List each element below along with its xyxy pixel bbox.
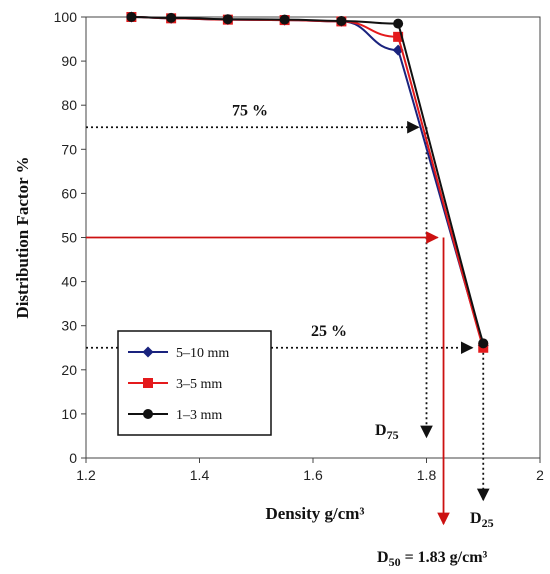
label-75-percent: 75 % bbox=[232, 102, 268, 119]
legend-label: 1–3 mm bbox=[176, 408, 222, 423]
axes: 0 10 20 30 40 50 60 70 80 90 100 1.2 1.4 1.6 1.8 2 Densi… bbox=[13, 9, 544, 523]
y-tick-label: 50 bbox=[61, 230, 77, 246]
series-circle bbox=[126, 12, 489, 349]
label-d50: D50 = 1.83 g/cm³ bbox=[377, 549, 488, 569]
y-tick-label: 80 bbox=[61, 97, 77, 113]
y-tick-label: 60 bbox=[61, 185, 77, 201]
series-line bbox=[131, 16, 485, 344]
data-point bbox=[478, 338, 489, 349]
legend-entry: 1–3 mm bbox=[128, 408, 222, 423]
data-point bbox=[279, 14, 290, 25]
series-group bbox=[125, 11, 489, 353]
y-tick-label: 0 bbox=[69, 450, 77, 466]
label-d50-suffix: = 1.83 g/cm³ bbox=[401, 549, 488, 566]
data-point bbox=[142, 346, 154, 358]
label-25-percent: 25 % bbox=[311, 323, 347, 340]
label-d25-prefix: D bbox=[470, 510, 482, 527]
guide-lines bbox=[86, 120, 490, 526]
data-point bbox=[166, 12, 177, 23]
x-tick-label: 1.2 bbox=[76, 467, 96, 483]
label-d25-subscript: 25 bbox=[482, 516, 494, 530]
series-line bbox=[131, 16, 485, 349]
series-diamond bbox=[125, 11, 489, 352]
y-axis-title: Distribution Factor % bbox=[13, 156, 32, 318]
legend: 5–10 mm 3–5 mm 1–3 mm bbox=[117, 330, 272, 436]
legend-entry: 3–5 mm bbox=[128, 377, 222, 392]
label-d75: D75 bbox=[375, 422, 399, 442]
data-point bbox=[222, 14, 233, 25]
y-tick-label: 30 bbox=[61, 318, 77, 334]
label-d25: D25 bbox=[470, 510, 494, 530]
data-point bbox=[126, 12, 137, 22]
legend-label: 3–5 mm bbox=[176, 377, 222, 392]
data-point bbox=[336, 15, 347, 26]
data-point bbox=[143, 378, 153, 388]
x-tick-label: 1.4 bbox=[190, 467, 210, 483]
label-d75-subscript: 75 bbox=[387, 428, 399, 442]
y-tick-label: 70 bbox=[61, 141, 77, 157]
y-tick-label: 40 bbox=[61, 274, 77, 290]
series-line bbox=[131, 16, 485, 346]
x-tick-label: 1.8 bbox=[417, 467, 437, 483]
legend-label: 5–10 mm bbox=[176, 346, 229, 361]
x-tick-label: 2 bbox=[536, 467, 544, 483]
label-d75-prefix: D bbox=[375, 422, 387, 439]
data-point bbox=[393, 18, 404, 29]
y-tick-label: 10 bbox=[61, 406, 77, 422]
label-d50-subscript: 50 bbox=[389, 555, 401, 569]
y-tick-label: 20 bbox=[61, 362, 77, 378]
label-d50-prefix: D bbox=[377, 549, 389, 566]
legend-entry: 5–10 mm bbox=[128, 346, 229, 361]
data-point bbox=[393, 31, 404, 42]
y-tick-label: 90 bbox=[61, 53, 77, 69]
x-tick-label: 1.6 bbox=[303, 467, 323, 483]
series-square bbox=[126, 12, 489, 353]
y-tick-label: 100 bbox=[54, 9, 78, 25]
x-axis-title: Density g/cm³ bbox=[265, 504, 364, 523]
data-point bbox=[143, 409, 153, 419]
